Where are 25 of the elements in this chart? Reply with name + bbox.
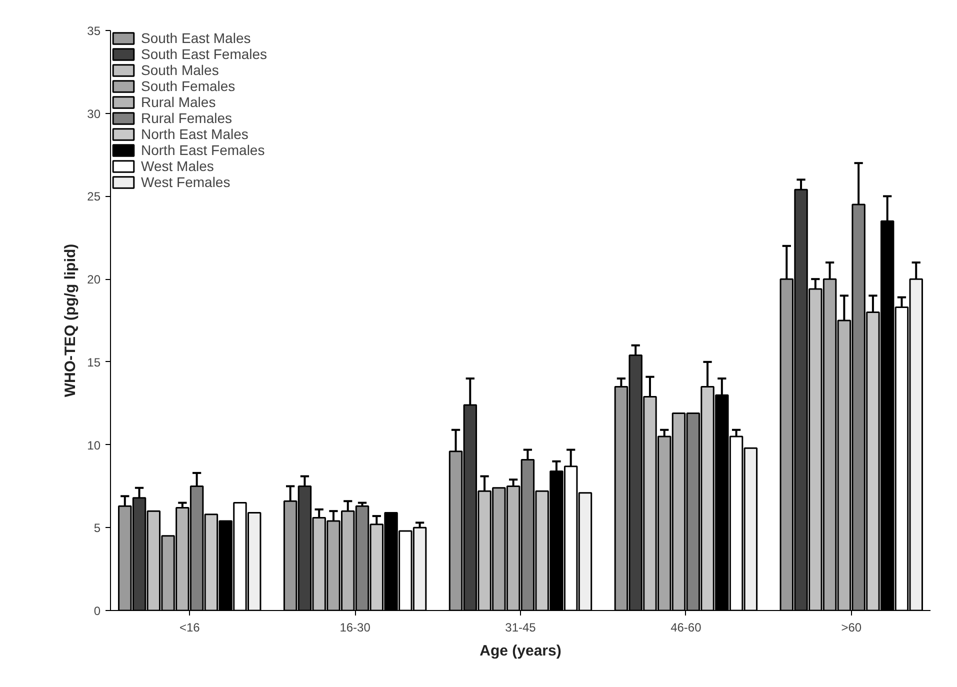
y-tick-label: 0 (94, 604, 101, 618)
y-tick-label: 25 (87, 190, 101, 204)
legend-label: West Males (141, 158, 214, 174)
y-axis-title: WHO-TEQ (pg/g lipid) (62, 244, 80, 398)
legend-label: South East Males (141, 30, 251, 46)
y-tick-label: 15 (87, 355, 101, 370)
x-tick-label: 31-45 (505, 620, 536, 634)
legend-label: South Females (141, 78, 236, 94)
x-tick-label: 16-30 (340, 620, 371, 634)
y-tick-label: 30 (87, 106, 101, 121)
x-tick-label: >60 (841, 620, 862, 634)
y-tick-label: 35 (87, 24, 101, 38)
legend-label: Rural Males (141, 94, 216, 110)
x-tick-label: <16 (179, 620, 200, 634)
legend-label: Rural Females (141, 110, 232, 126)
y-tick-label: 10 (87, 438, 101, 452)
legend-label: North East Males (141, 126, 248, 142)
legend-label: West Females (141, 174, 230, 190)
x-tick-label: 46-60 (670, 620, 702, 634)
legend-label: South Males (141, 62, 219, 78)
x-axis-title: Age (years) (480, 642, 562, 660)
legend-label: North East Females (141, 142, 265, 158)
y-tick-label: 20 (87, 272, 101, 287)
legend-label: South East Females (141, 46, 268, 62)
y-tick-label: 5 (94, 521, 101, 536)
